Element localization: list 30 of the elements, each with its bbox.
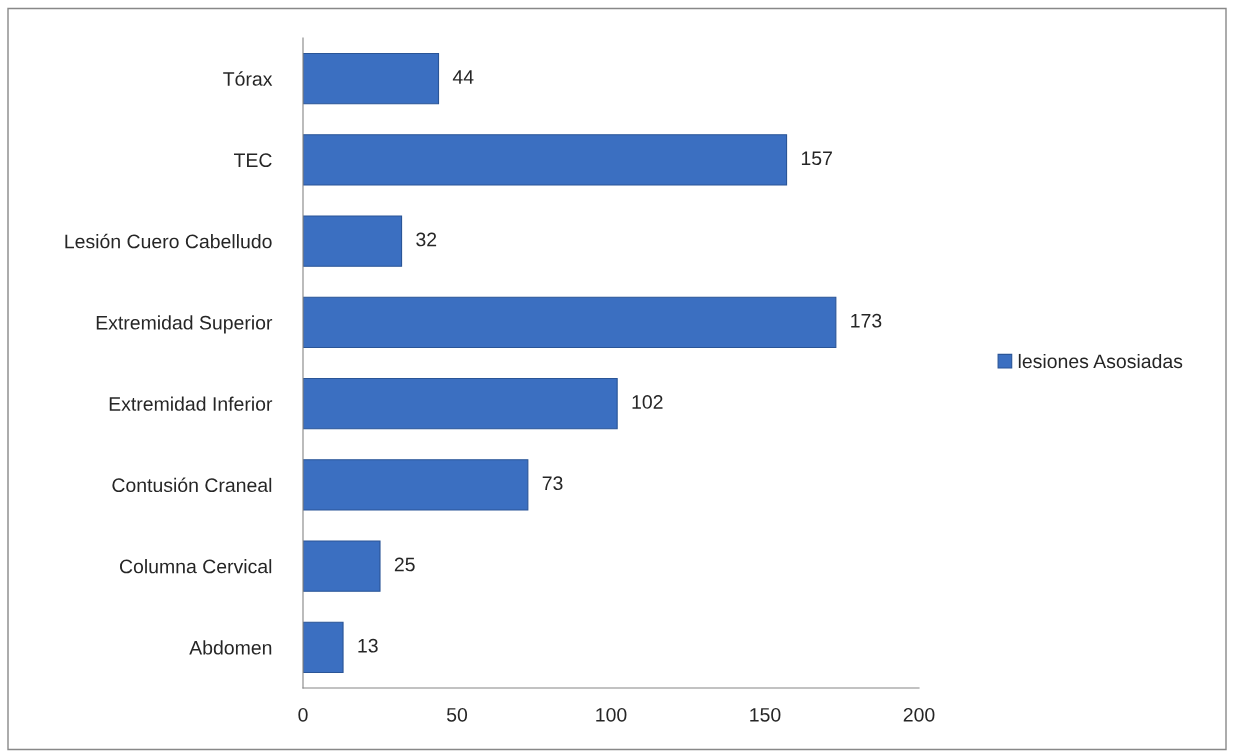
y-tick-label: Contusión Craneal [112, 477, 272, 493]
y-tick-label: Extremidad Inferior [109, 396, 273, 411]
bar [303, 296, 837, 349]
y-tick-label: Lesión Cuero Cabelludo [65, 233, 272, 249]
bar [303, 134, 788, 186]
data-label: 157 [801, 151, 832, 166]
bar [303, 377, 618, 430]
legend-label: lesiones Asosiadas [1018, 353, 1183, 369]
y-tick-label: TEC [233, 153, 272, 168]
data-label: 13 [358, 638, 378, 653]
x-tick-label: 100 [596, 707, 627, 722]
y-tick-label: Abdomen [189, 640, 272, 655]
bar [303, 459, 529, 511]
bar [303, 52, 440, 105]
bar [303, 540, 381, 592]
x-tick-label: 0 [298, 707, 308, 722]
x-tick-label: 200 [903, 707, 935, 722]
data-label: 102 [632, 395, 663, 409]
data-label: 173 [851, 313, 882, 328]
data-label: 32 [416, 232, 437, 247]
bar [303, 215, 403, 267]
x-tick-label: 150 [750, 707, 781, 722]
y-tick-label: Tórax [223, 71, 273, 86]
y-tick-label: Extremidad Superior [96, 315, 273, 334]
bar [303, 621, 344, 674]
x-tick-label: 50 [446, 707, 468, 722]
y-tick-label: Columna Cervical [119, 559, 272, 574]
data-label: 25 [394, 557, 415, 572]
data-label: 73 [542, 476, 563, 491]
data-label: 44 [452, 70, 474, 84]
